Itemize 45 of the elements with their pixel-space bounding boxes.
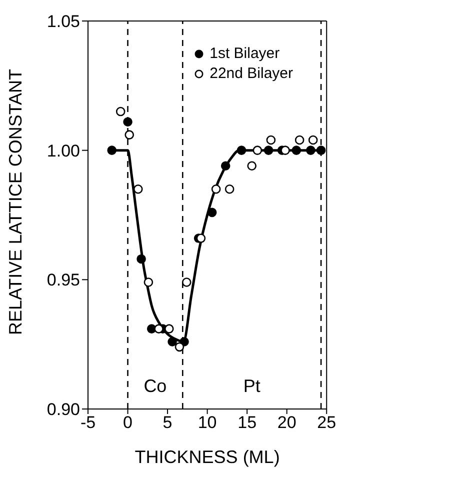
x-tick-label: 20	[277, 413, 296, 432]
annotation: Co	[144, 376, 167, 396]
y-tick-label: 0.90	[46, 400, 80, 420]
legend-label: 1st Bilayer	[210, 44, 280, 64]
x-tick-label: 25	[317, 413, 336, 432]
point	[123, 117, 132, 127]
x-tick-label: 0	[123, 413, 133, 432]
point	[174, 342, 184, 352]
point	[224, 184, 234, 194]
point	[252, 146, 262, 155]
point	[220, 161, 230, 171]
point	[280, 146, 290, 155]
point	[116, 106, 126, 116]
point	[196, 234, 206, 243]
point	[316, 146, 326, 155]
point	[182, 278, 192, 287]
x-tick-label: -5	[80, 413, 96, 432]
point	[136, 254, 146, 264]
point	[207, 208, 217, 218]
y-axis-title: RELATIVE LATTICE CONSTANT	[5, 68, 26, 335]
x-tick-label: 10	[198, 413, 217, 432]
point	[292, 146, 302, 155]
point	[164, 324, 174, 334]
y-tick-label: 1.05	[46, 12, 80, 32]
point	[124, 130, 134, 140]
point	[266, 135, 276, 145]
x-tick-label: 5	[162, 413, 172, 432]
point	[236, 146, 246, 155]
annotation: Pt	[243, 376, 260, 396]
point	[133, 184, 143, 194]
x-tick-label: 15	[238, 413, 257, 432]
x-axis-title: THICKNESS (ML)	[134, 447, 280, 467]
point	[144, 278, 154, 287]
point	[168, 337, 177, 346]
point	[308, 135, 318, 145]
legend-label: 22nd Bilayer	[210, 64, 293, 84]
point	[306, 146, 316, 155]
y-tick-label: 0.95	[46, 270, 80, 290]
point	[107, 146, 117, 155]
y-tick-label: 1.00	[46, 141, 80, 160]
point	[211, 184, 221, 194]
point	[154, 324, 164, 334]
point	[247, 161, 256, 171]
point	[264, 146, 274, 155]
point	[294, 135, 304, 145]
